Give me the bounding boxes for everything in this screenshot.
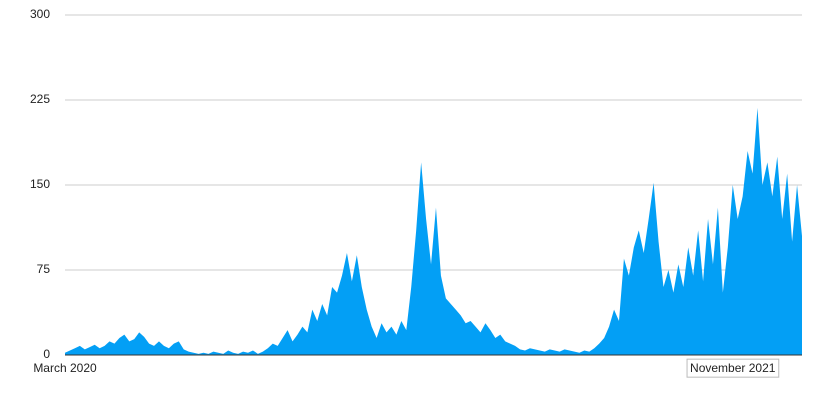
y-tick-label: 0	[43, 347, 50, 361]
y-tick-label: 150	[30, 177, 50, 191]
y-tick-label: 300	[30, 7, 50, 21]
x-tick-label: March 2020	[33, 361, 97, 375]
area	[65, 107, 802, 356]
label-box	[686, 358, 780, 378]
y-tick-label: 225	[30, 92, 50, 106]
x-tick-label: November 2021	[690, 361, 776, 375]
y-tick-label: 75	[37, 262, 51, 276]
